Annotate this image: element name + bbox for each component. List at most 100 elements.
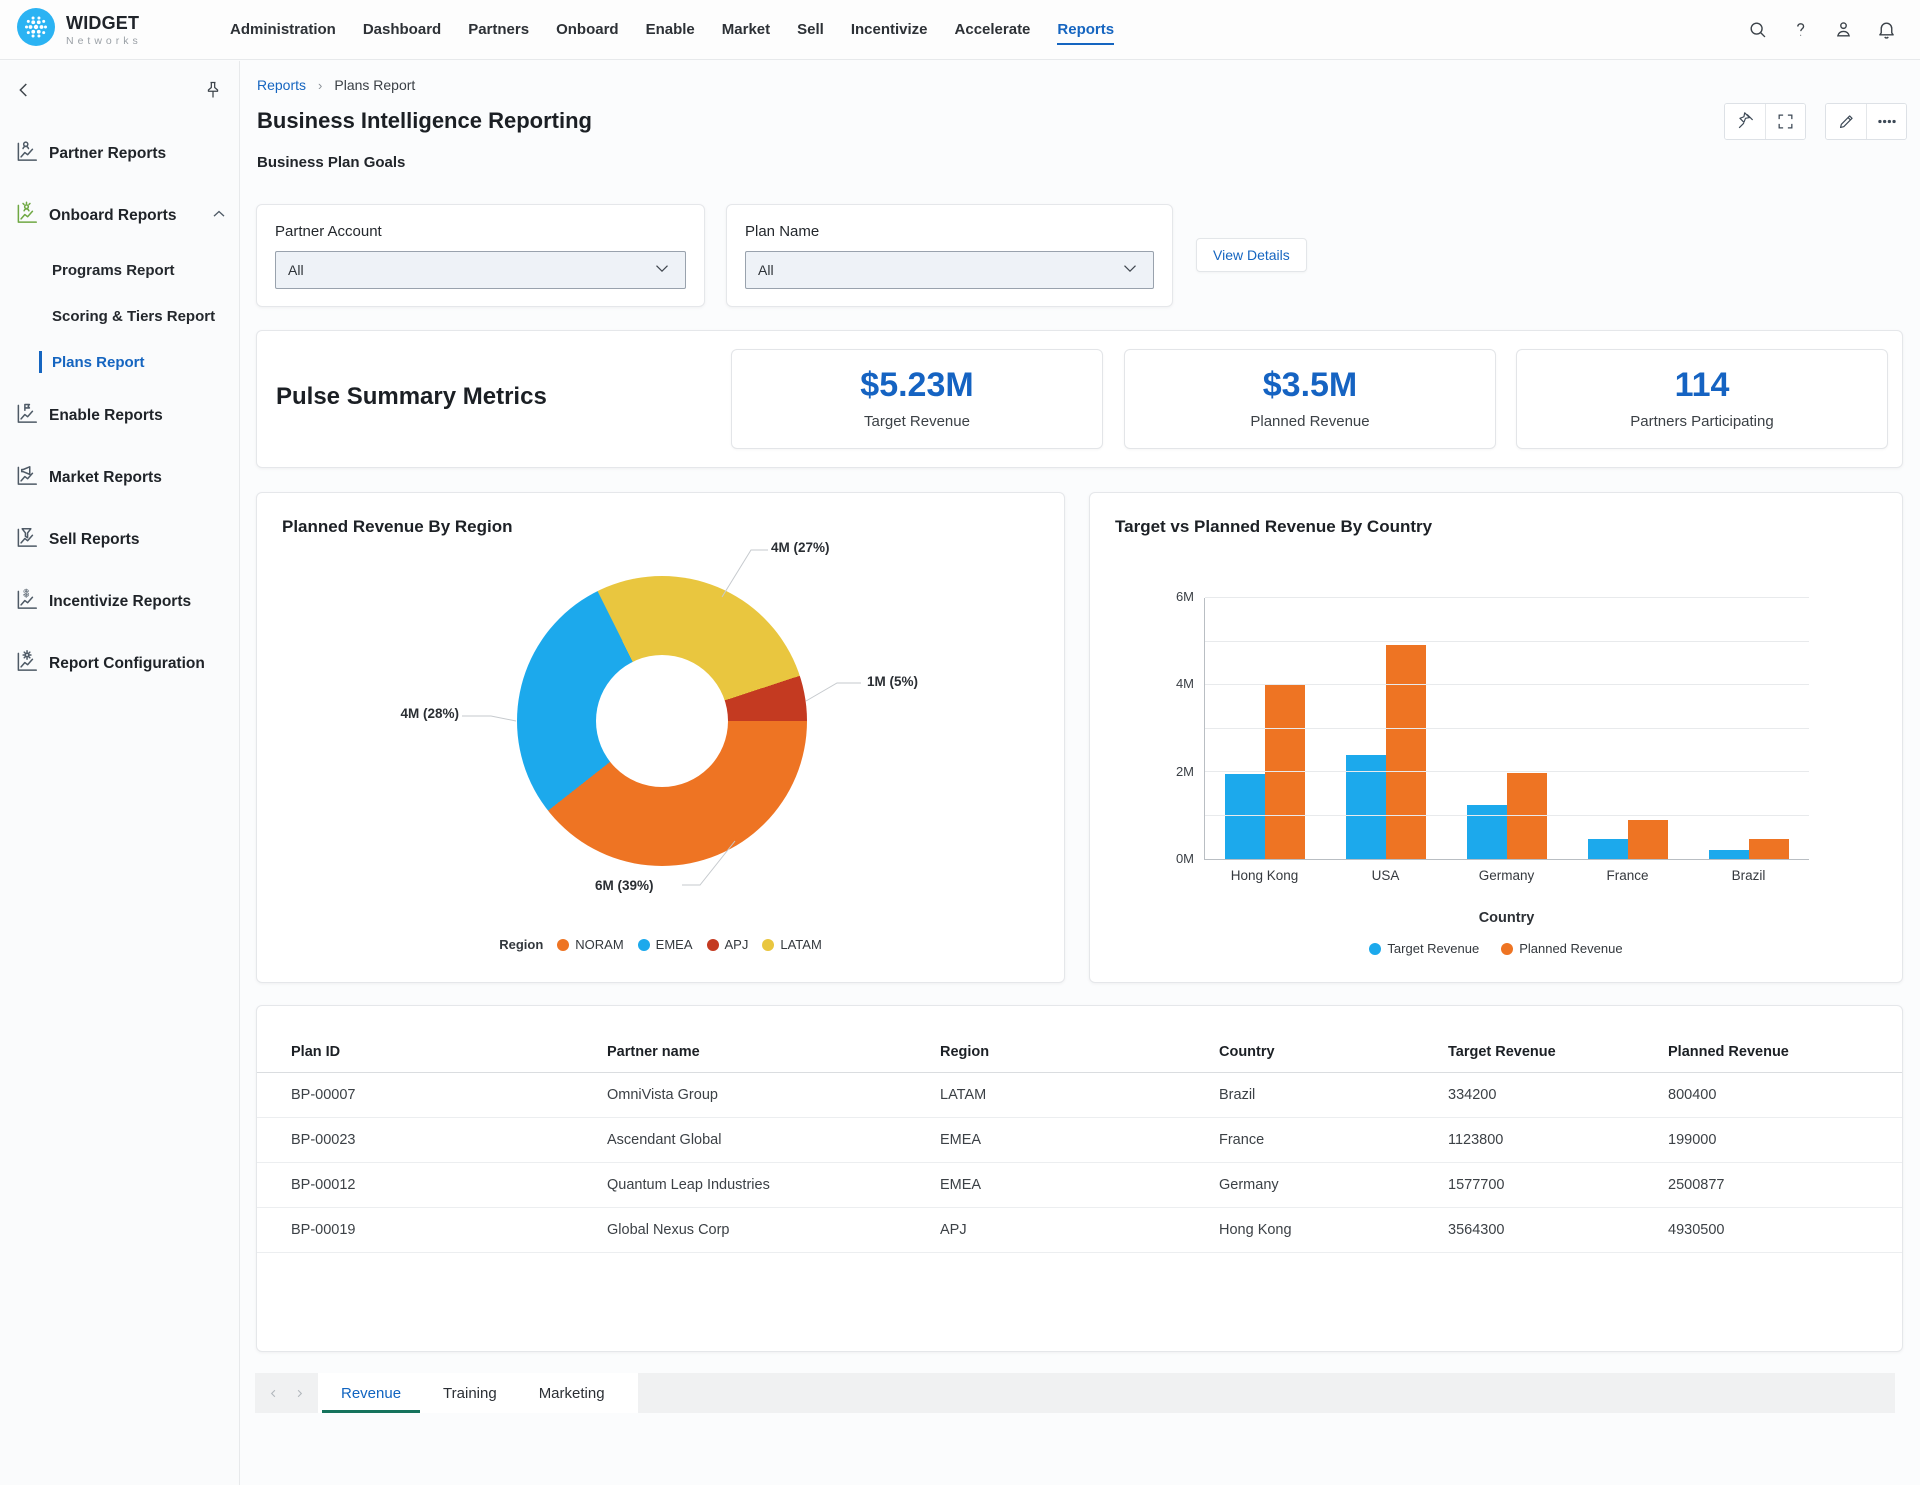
- widget-globe-logo-icon: [16, 7, 56, 52]
- plan-name-select[interactable]: All: [745, 251, 1154, 289]
- partner-account-select[interactable]: All: [275, 251, 686, 289]
- breadcrumb-chevron-icon: ›: [318, 78, 322, 93]
- bar-target-revenue-france[interactable]: [1588, 839, 1628, 859]
- pin-report-button[interactable]: [1725, 104, 1765, 139]
- nav-item-dashboard[interactable]: Dashboard: [363, 15, 441, 45]
- tab-scroll-right-button[interactable]: [293, 1381, 307, 1405]
- notifications-bell-button[interactable]: [1874, 18, 1898, 42]
- table-row[interactable]: BP-00023Ascendant GlobalEMEAFrance112380…: [257, 1118, 1902, 1163]
- nav-item-sell[interactable]: Sell: [797, 15, 824, 45]
- edit-pencil-button[interactable]: [1826, 104, 1866, 139]
- legend-dot-latam: [762, 939, 774, 951]
- sidebar-item-report-configuration[interactable]: Report Configuration: [0, 633, 239, 695]
- region-donut[interactable]: [517, 576, 807, 866]
- fullscreen-button[interactable]: [1765, 104, 1805, 139]
- cell-country: Brazil: [1185, 1087, 1414, 1103]
- legend-item-noram[interactable]: NORAM: [557, 937, 623, 952]
- tab-scroll-arrows: [255, 1373, 318, 1413]
- partner-account-value: All: [288, 262, 304, 278]
- donut-label-latam: 4M (27%): [771, 540, 830, 555]
- sidebar: Partner Reports Onboard ReportsPrograms R…: [0, 61, 240, 1485]
- legend-item-target-revenue[interactable]: Target Revenue: [1369, 941, 1479, 956]
- legend-dot-apj: [707, 939, 719, 951]
- view-details-button[interactable]: View Details: [1196, 238, 1307, 272]
- sidebar-subitem-programs-report[interactable]: Programs Report: [0, 247, 239, 293]
- cell-plan-id: BP-00007: [257, 1087, 573, 1103]
- sidebar-subitems-onboard-reports: Programs ReportScoring & Tiers ReportPla…: [0, 247, 239, 385]
- legend-item-planned-revenue[interactable]: Planned Revenue: [1501, 941, 1622, 956]
- bar-legend: Target Revenue Planned Revenue: [1090, 941, 1902, 956]
- cell-plan-id: BP-00019: [257, 1222, 573, 1238]
- bar-planned-revenue-brazil[interactable]: [1749, 839, 1789, 859]
- cell-target-revenue: 334200: [1414, 1087, 1634, 1103]
- nav-item-reports[interactable]: Reports: [1057, 15, 1114, 45]
- column-header-partner-name[interactable]: Partner name: [573, 1044, 906, 1060]
- sidebar-item-label: Report Configuration: [49, 655, 205, 673]
- brand-logo[interactable]: WIDGET Networks: [0, 7, 230, 52]
- sidebar-subitem-plans-report[interactable]: Plans Report: [0, 339, 239, 385]
- tab-training[interactable]: Training: [422, 1373, 518, 1413]
- bottom-tab-strip: RevenueTrainingMarketing: [255, 1373, 1895, 1413]
- legend-item-emea[interactable]: EMEA: [638, 937, 693, 952]
- sidebar-item-enable-reports[interactable]: Enable Reports: [0, 385, 239, 447]
- cell-country: Hong Kong: [1185, 1222, 1414, 1238]
- table-row[interactable]: BP-00019Global Nexus CorpAPJHong Kong356…: [257, 1208, 1902, 1253]
- bar-x-axis-labels: Hong KongUSAGermanyFranceBrazil: [1204, 868, 1809, 883]
- bar-planned-revenue-france[interactable]: [1628, 820, 1668, 859]
- incentivize-report-icon: $: [13, 587, 40, 618]
- plan-name-filter-card: Plan Name All: [726, 204, 1173, 307]
- legend-label: EMEA: [656, 937, 693, 952]
- nav-item-market[interactable]: Market: [722, 15, 770, 45]
- sidebar-pin-button[interactable]: [201, 78, 225, 102]
- bar-target-revenue-germany[interactable]: [1467, 805, 1507, 859]
- user-button[interactable]: [1831, 18, 1855, 42]
- chevron-up-icon[interactable]: [209, 204, 229, 229]
- help-button[interactable]: [1788, 18, 1812, 42]
- sidebar-item-incentivize-reports[interactable]: $Incentivize Reports: [0, 571, 239, 633]
- nav-item-onboard[interactable]: Onboard: [556, 15, 619, 45]
- cell-country: France: [1185, 1132, 1414, 1148]
- sidebar-item-onboard-reports[interactable]: Onboard Reports: [0, 185, 239, 247]
- sidebar-item-partner-reports[interactable]: Partner Reports: [0, 123, 239, 185]
- sidebar-subitem-scoring-tiers-report[interactable]: Scoring & Tiers Report: [0, 293, 239, 339]
- column-header-target-revenue[interactable]: Target Revenue: [1414, 1044, 1634, 1060]
- enable-report-icon: [13, 401, 40, 432]
- tab-revenue[interactable]: Revenue: [320, 1373, 422, 1413]
- bar-group-france: [1588, 598, 1668, 859]
- table-body: BP-00007OmniVista GroupLATAMBrazil334200…: [257, 1073, 1902, 1253]
- tab-scroll-left-button[interactable]: [267, 1381, 281, 1405]
- table-row[interactable]: BP-00012Quantum Leap IndustriesEMEAGerma…: [257, 1163, 1902, 1208]
- metric-label: Planned Revenue: [1125, 413, 1495, 430]
- onboard-report-icon: [13, 201, 40, 232]
- sidebar-item-label: Partner Reports: [49, 145, 166, 163]
- table-row[interactable]: BP-00007OmniVista GroupLATAMBrazil334200…: [257, 1073, 1902, 1118]
- bar-planned-revenue-hong-kong[interactable]: [1265, 685, 1305, 859]
- column-header-region[interactable]: Region: [906, 1044, 1185, 1060]
- legend-item-apj[interactable]: APJ: [707, 937, 749, 952]
- bar-target-revenue-brazil[interactable]: [1709, 850, 1749, 859]
- bar-target-revenue-hong-kong[interactable]: [1225, 774, 1265, 859]
- nav-item-partners[interactable]: Partners: [468, 15, 529, 45]
- legend-item-latam[interactable]: LATAM: [762, 937, 821, 952]
- sidebar-item-sell-reports[interactable]: Sell Reports: [0, 509, 239, 571]
- sidebar-item-market-reports[interactable]: Market Reports: [0, 447, 239, 509]
- brand-text: WIDGET Networks: [66, 13, 142, 47]
- search-button[interactable]: [1745, 18, 1769, 42]
- bar-planned-revenue-usa[interactable]: [1386, 645, 1426, 859]
- sidebar-collapse-back-button[interactable]: [12, 78, 36, 102]
- nav-item-incentivize[interactable]: Incentivize: [851, 15, 928, 45]
- nav-item-administration[interactable]: Administration: [230, 15, 336, 45]
- bar-plot-area[interactable]: [1204, 598, 1809, 860]
- nav-item-accelerate[interactable]: Accelerate: [955, 15, 1031, 45]
- plans-table-panel: Plan IDPartner nameRegionCountryTarget R…: [256, 1005, 1903, 1352]
- column-header-plan-id[interactable]: Plan ID: [257, 1044, 573, 1060]
- cell-region: APJ: [906, 1222, 1185, 1238]
- column-header-planned-revenue[interactable]: Planned Revenue: [1634, 1044, 1902, 1060]
- column-header-country[interactable]: Country: [1185, 1044, 1414, 1060]
- more-options-button[interactable]: [1866, 104, 1906, 139]
- bar-planned-revenue-germany[interactable]: [1507, 773, 1547, 859]
- nav-item-enable[interactable]: Enable: [646, 15, 695, 45]
- tab-marketing[interactable]: Marketing: [518, 1373, 626, 1413]
- cell-region: EMEA: [906, 1132, 1185, 1148]
- breadcrumb-reports-link[interactable]: Reports: [257, 77, 306, 93]
